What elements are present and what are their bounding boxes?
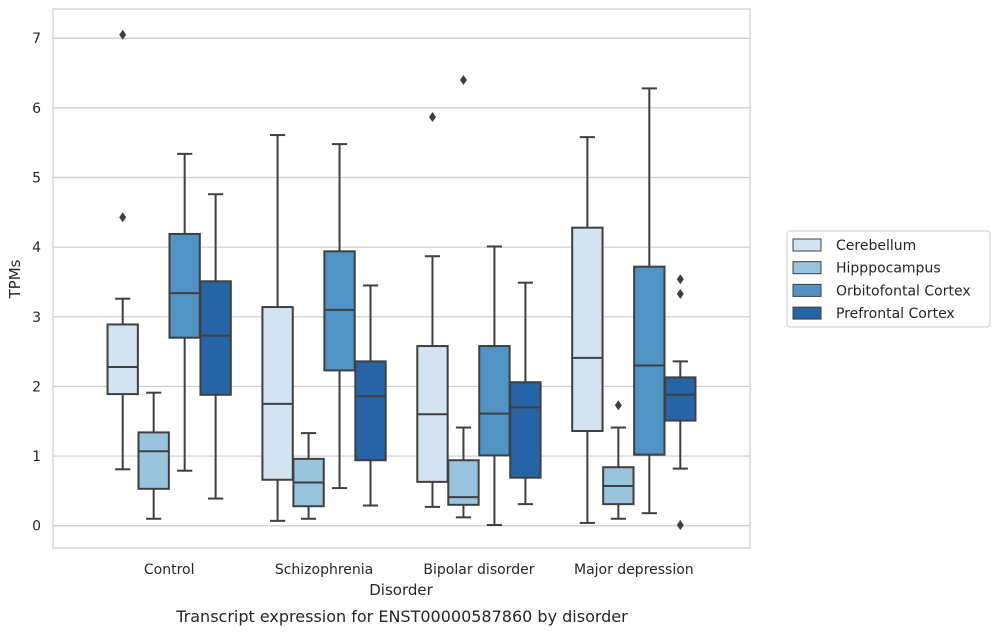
- box-1-1: [292, 432, 325, 520]
- x-axis-label: Disorder: [369, 581, 433, 599]
- legend-label: Hipppocampus: [836, 261, 941, 277]
- y-tick-labels: 0 1 2 3 4 5 6 7: [32, 31, 41, 534]
- x-tick-label: Major depression: [574, 562, 694, 578]
- box-1-2: [323, 143, 356, 490]
- legend-swatch: [792, 283, 822, 297]
- y-tick-label: 4: [32, 240, 41, 256]
- y-tick-label: 1: [32, 449, 41, 465]
- outlier-point: [614, 400, 622, 411]
- box-2-3: [509, 281, 542, 506]
- iqr-box: [571, 226, 604, 433]
- y-tick-label: 2: [32, 379, 41, 395]
- box-1-3: [354, 284, 387, 507]
- iqr-box: [168, 232, 201, 339]
- box-2-0: [416, 111, 449, 508]
- box-2-1: [447, 75, 480, 519]
- outlier-point: [119, 29, 127, 40]
- outlier-point: [676, 274, 684, 285]
- box-3-0: [571, 136, 604, 524]
- y-tick-label: 3: [32, 310, 41, 326]
- box-0-0: [106, 29, 139, 471]
- outlier-point: [676, 288, 684, 299]
- chart-caption: Transcript expression for ENST0000058786…: [175, 607, 628, 626]
- y-tick-label: 0: [32, 519, 41, 535]
- box-3-1: [602, 400, 635, 520]
- iqr-box: [633, 265, 666, 456]
- box-0-1: [137, 391, 170, 520]
- iqr-box: [478, 345, 511, 457]
- legend: Cerebellum Hipppocampus Orbitofontal Corte…: [786, 230, 991, 328]
- box-3-3: [664, 274, 697, 531]
- y-tick-label: 7: [32, 31, 41, 47]
- x-tick-label: Control: [144, 562, 195, 578]
- legend-swatch: [792, 238, 822, 252]
- plot-area-frame: [52, 8, 751, 549]
- legend-label: Prefrontal Cortex: [836, 306, 955, 322]
- box-1-0: [261, 134, 294, 522]
- x-tick-labels: Control Schizophrenia Bipolar disorder Majo…: [144, 562, 694, 578]
- iqr-box: [199, 280, 232, 396]
- box-3-2: [633, 87, 666, 515]
- box-0-2: [168, 152, 201, 472]
- iqr-box: [137, 431, 170, 490]
- iqr-box: [664, 376, 697, 422]
- y-axis-label: TPMs: [6, 259, 24, 299]
- legend-label: Cerebellum: [836, 238, 916, 254]
- iqr-box: [261, 306, 294, 481]
- y-tick-label: 6: [32, 101, 41, 117]
- iqr-box: [509, 381, 542, 479]
- legend-label: Orbitofontal Cortex: [836, 283, 971, 299]
- iqr-box: [354, 360, 387, 462]
- outlier-point: [459, 75, 467, 86]
- box-2-2: [478, 245, 511, 527]
- outlier-point: [676, 520, 684, 531]
- y-tick-label: 5: [32, 171, 41, 187]
- legend-swatch: [792, 306, 822, 320]
- outlier-point: [428, 111, 436, 122]
- box-series: [106, 29, 697, 531]
- legend-frame: [786, 230, 991, 328]
- x-tick-label: Bipolar disorder: [423, 562, 534, 578]
- box-0-3: [199, 193, 232, 500]
- x-tick-label: Schizophrenia: [275, 562, 373, 578]
- legend-swatch: [792, 261, 822, 275]
- outlier-point: [119, 212, 127, 223]
- iqr-box: [106, 323, 139, 396]
- iqr-box: [323, 250, 356, 372]
